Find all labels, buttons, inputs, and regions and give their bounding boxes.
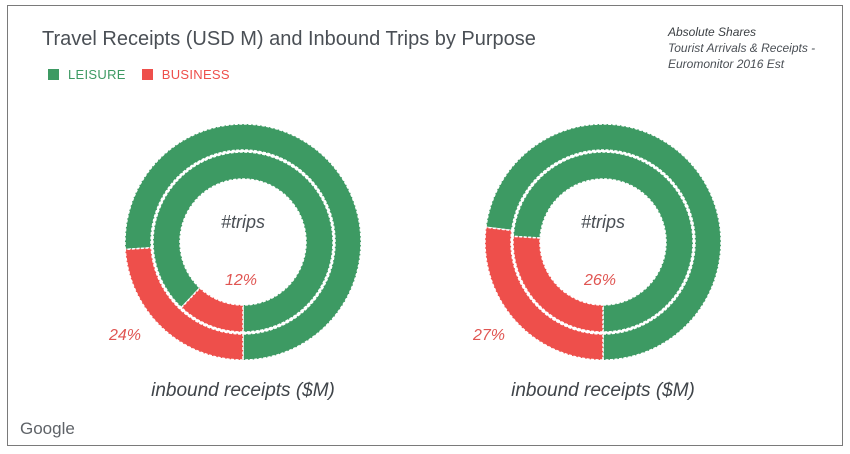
donut-2-inner-leisure-slice: [512, 151, 694, 333]
donut-2-center-label: #trips: [581, 212, 625, 232]
donut-2-outer-pct-label: 27%: [472, 327, 505, 344]
donut-2-inner-pct-label: 26%: [583, 272, 616, 289]
legend-label-leisure: LEISURE: [68, 67, 126, 82]
donut-2-outer-leisure-slice: [485, 123, 722, 361]
donut-2-bottom-label: inbound receipts ($M): [511, 380, 695, 401]
donut-1-center-label: #trips: [221, 212, 265, 232]
donut-1-inner-pct-label: 12%: [225, 272, 257, 289]
donut-1-inner-leisure-slice: [152, 151, 334, 333]
legend-label-business: BUSINESS: [161, 67, 230, 82]
donut-1-outer-leisure-slice: [124, 123, 362, 361]
legend-item-business: BUSINESS: [141, 67, 230, 82]
chart-title: Travel Receipts (USD M) and Inbound Trip…: [42, 28, 536, 50]
donut-2-inner-business-slice: [512, 235, 604, 333]
legend-swatch-business: [141, 69, 153, 80]
google-logo: Google: [20, 419, 75, 438]
legend-item-leisure: LEISURE: [48, 67, 126, 82]
donut-1-outer-business-slice: [124, 246, 244, 361]
legend: LEISURE BUSINESS: [48, 67, 246, 82]
donut-2-outer-business-slice: [484, 226, 604, 361]
donut-1-inner-business-slice: [180, 286, 244, 333]
source-note-line-2: Euromonitor 2016 Est: [668, 57, 785, 71]
donut-1-bottom-label: inbound receipts ($M): [151, 380, 335, 401]
source-note-line-1: Tourist Arrivals & Receipts -: [668, 41, 816, 55]
legend-swatch-leisure: [48, 69, 59, 80]
source-note-heading: Absolute Shares: [668, 25, 757, 39]
source-note: Absolute Shares Tourist Arrivals & Recei…: [668, 24, 815, 72]
donut-1-outer-pct-label: 24%: [108, 327, 141, 344]
